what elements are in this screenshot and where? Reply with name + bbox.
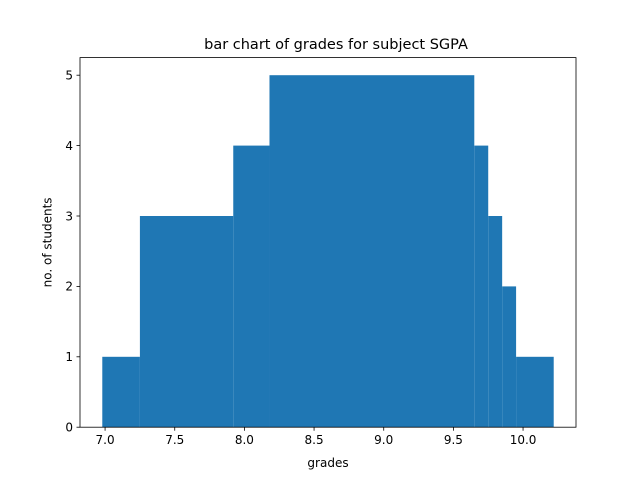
x-tick-label: 8.5: [305, 433, 324, 447]
bar-2: [233, 145, 270, 428]
x-ticks: 7.0 7.5 8.0 8.5 9.0 9.5 10.0: [96, 427, 537, 447]
x-tick-label: 7.5: [165, 433, 184, 447]
x-tick-label: 9.0: [374, 433, 393, 447]
y-tick-label: 1: [65, 350, 73, 364]
x-axis-label: grades: [307, 456, 348, 470]
bar-3: [269, 75, 475, 428]
y-tick-label: 2: [65, 280, 73, 294]
x-tick-label: 7.0: [96, 433, 115, 447]
bars-group: [102, 75, 554, 428]
y-tick-label: 3: [65, 209, 73, 223]
y-tick-label: 0: [65, 421, 73, 435]
bar-1: [139, 216, 234, 428]
x-tick-label: 9.5: [444, 433, 463, 447]
x-tick-label: 8.0: [235, 433, 254, 447]
y-tick-label: 5: [65, 69, 73, 83]
y-ticks: 0 1 2 3 4 5: [65, 69, 80, 435]
bar-6: [502, 286, 517, 428]
axes-group: [79, 57, 577, 428]
y-tick-label: 4: [65, 139, 73, 153]
plot-frame: [79, 57, 577, 428]
bar-7: [516, 356, 554, 428]
bar-4: [474, 145, 489, 428]
bar-5: [488, 216, 503, 428]
x-tick-label: 10.0: [510, 433, 537, 447]
y-axis-label: no. of students: [41, 197, 55, 287]
bar-0: [102, 356, 140, 428]
chart-title: bar chart of grades for subject SGPA: [204, 37, 468, 53]
